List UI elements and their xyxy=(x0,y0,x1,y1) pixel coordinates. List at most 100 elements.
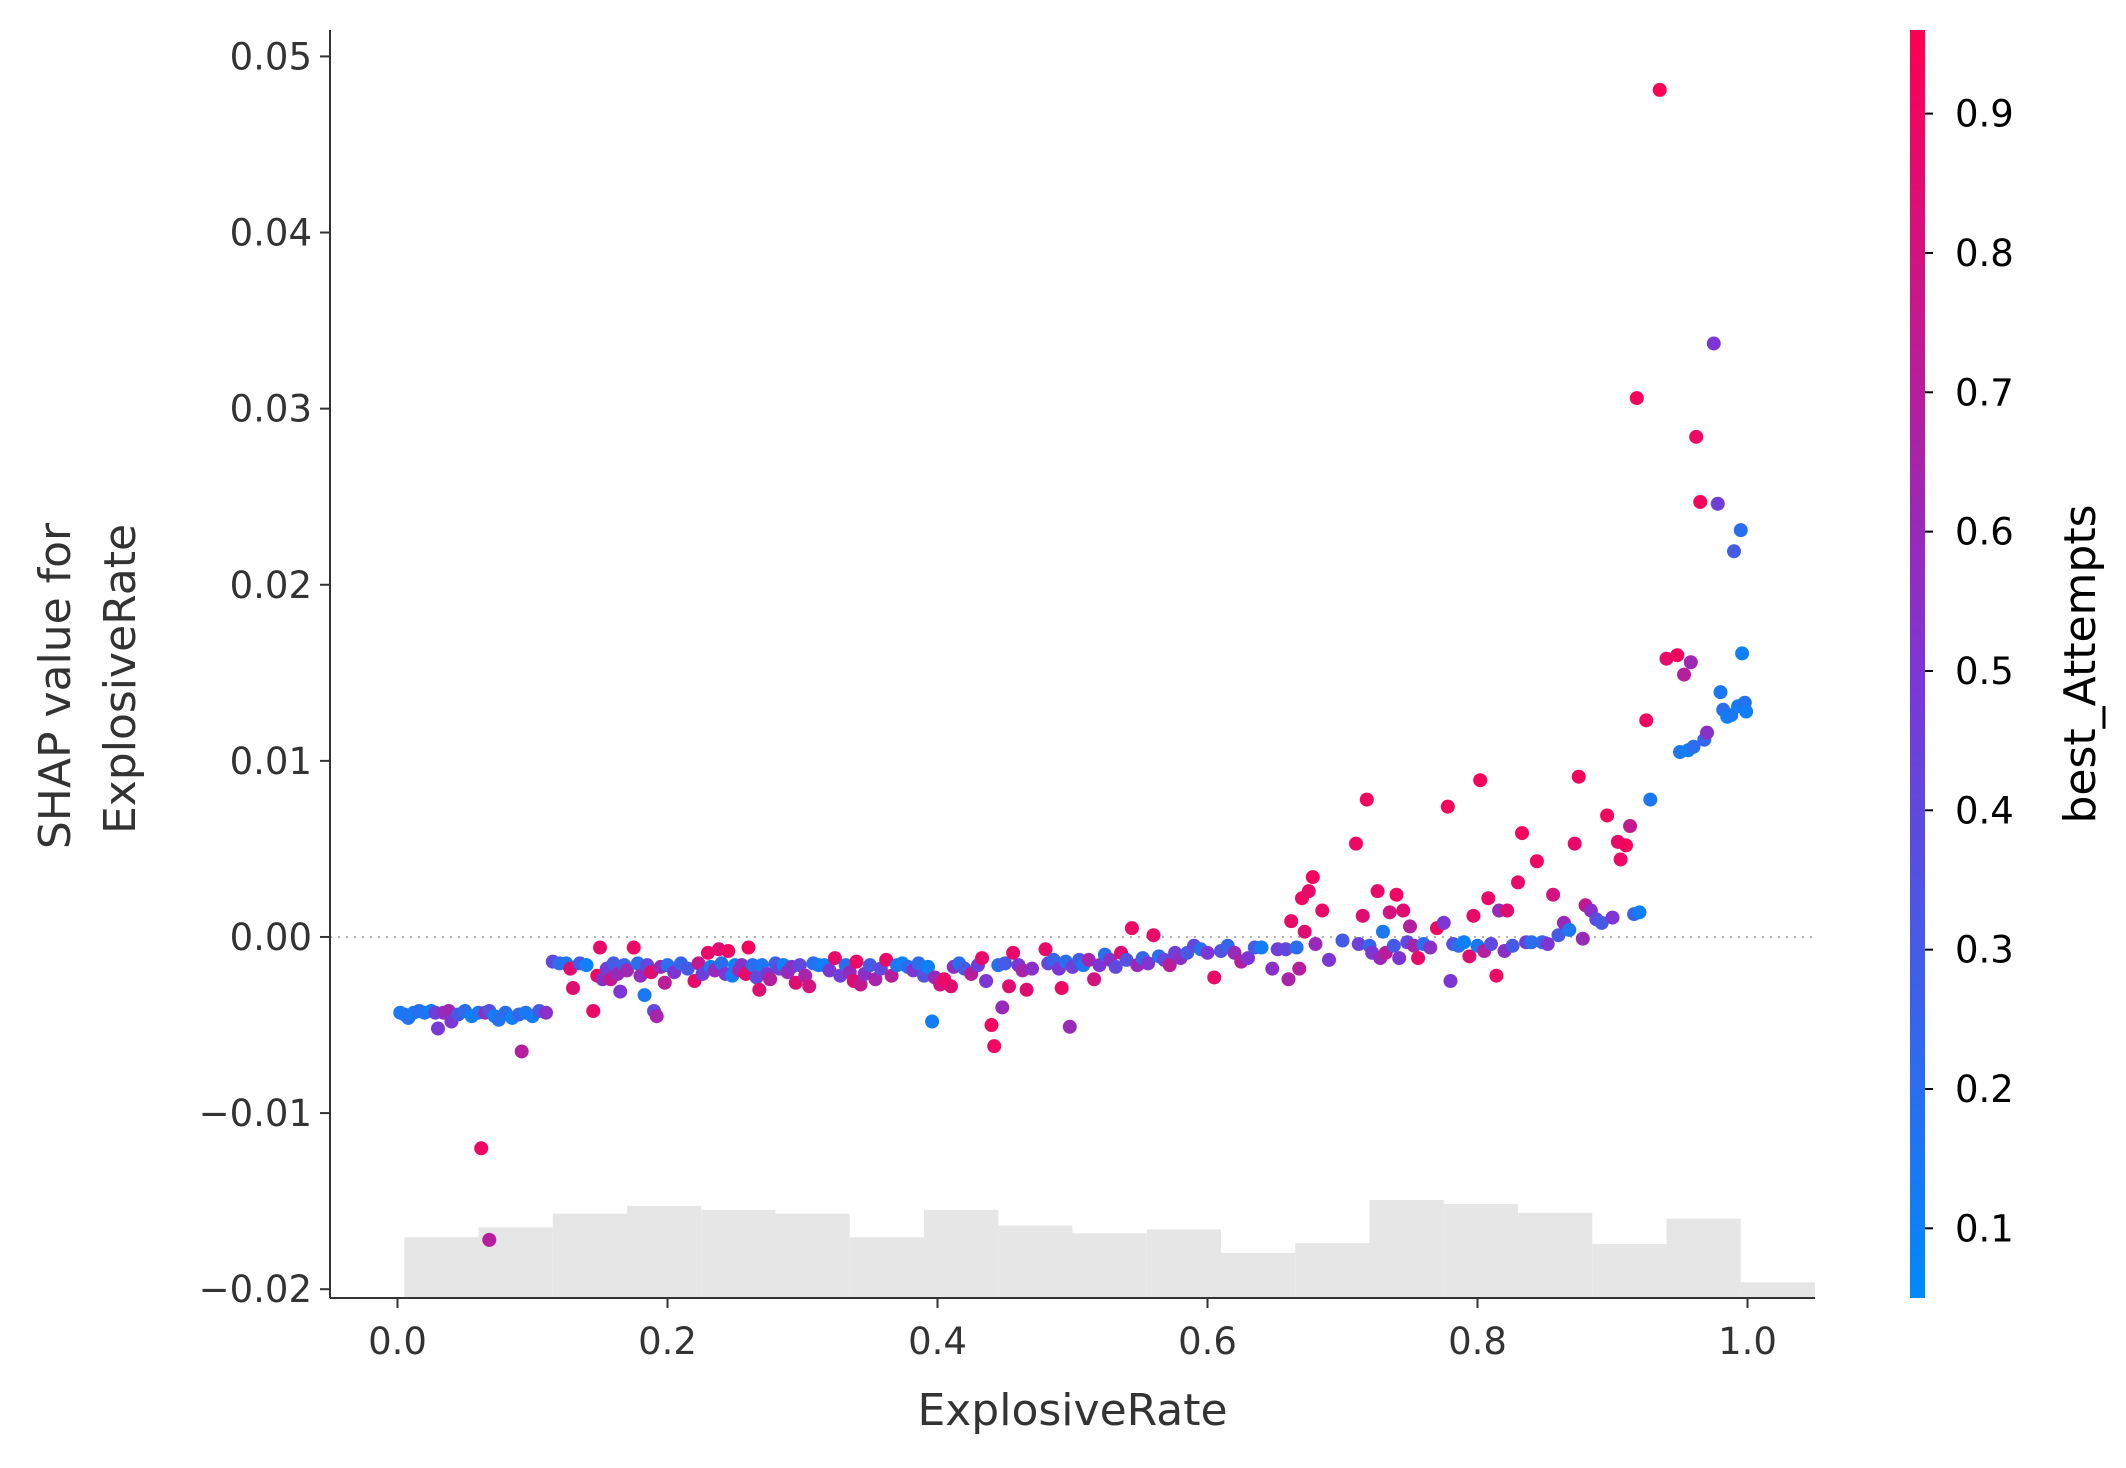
scatter-point xyxy=(1411,951,1426,966)
scatter-point xyxy=(1652,82,1667,97)
histogram-bar xyxy=(1295,1243,1370,1298)
histogram-bar xyxy=(1518,1212,1593,1298)
x-tick-label: 0.8 xyxy=(1448,1320,1507,1363)
scatter-point xyxy=(1571,769,1586,784)
histogram-bar xyxy=(1666,1218,1741,1298)
scatter-point xyxy=(1025,961,1039,976)
scatter-point xyxy=(1092,958,1107,973)
scatter-point xyxy=(1683,655,1698,670)
colorbar-tick-label: 0.3 xyxy=(1955,929,2014,972)
scatter-point xyxy=(633,968,648,983)
histogram-bar xyxy=(1369,1200,1444,1298)
scatter-point xyxy=(1241,951,1255,966)
scatter-point xyxy=(749,970,764,985)
scatter-point xyxy=(1511,875,1525,890)
scatter-point xyxy=(925,1014,940,1029)
colorbar-tick-label: 0.5 xyxy=(1955,650,2014,693)
scatter-point xyxy=(482,1232,497,1247)
scatter-point xyxy=(1515,826,1530,841)
scatter-point xyxy=(1382,905,1397,920)
y-tick-label: 0.01 xyxy=(230,740,312,783)
scatter-point xyxy=(884,968,899,983)
scatter-point xyxy=(802,979,817,994)
scatter-point xyxy=(752,982,767,997)
scatter-point xyxy=(1462,949,1477,964)
scatter-point xyxy=(995,1000,1010,1015)
scatter-point xyxy=(1087,972,1102,987)
scatter-point xyxy=(1359,792,1374,807)
scatter-point xyxy=(1619,838,1633,853)
scatter-point xyxy=(1727,544,1741,559)
scatter-point xyxy=(1389,887,1404,902)
scatter-point xyxy=(1386,938,1401,953)
scatter-point xyxy=(1733,523,1748,538)
scatter-point xyxy=(1162,958,1177,973)
scatter-point xyxy=(721,944,736,959)
scatter-point xyxy=(1551,928,1566,943)
colorbar-tick-label: 0.8 xyxy=(1955,232,2014,275)
scatter-point xyxy=(1281,972,1296,987)
scatter-point xyxy=(1700,725,1714,740)
scatter-point xyxy=(1289,940,1304,955)
scatter-point xyxy=(1141,956,1156,971)
histogram-bar xyxy=(552,1213,627,1298)
scatter-point xyxy=(879,952,894,967)
scatter-point xyxy=(1124,921,1139,936)
scatter-point xyxy=(1335,933,1350,948)
scatter-point xyxy=(979,974,994,988)
scatter-point xyxy=(1062,1019,1077,1034)
scatter-point xyxy=(566,981,580,996)
scatter-point xyxy=(539,1005,553,1020)
scatter-point xyxy=(1119,952,1134,967)
axis-ticks: 0.0 0.2 0.4 0.6 0.8 1.0 −0.02 −0.01 0.00 0.01 0.02… xyxy=(199,35,1777,1363)
y-tick-label: 0.00 xyxy=(230,916,312,959)
scatter-point xyxy=(1457,935,1471,950)
colorbar-tick-label: 0.2 xyxy=(1955,1068,2014,1111)
scatter-point xyxy=(431,1021,445,1036)
scatter-point xyxy=(613,984,628,999)
histogram-bar xyxy=(1443,1203,1518,1298)
scatter-point xyxy=(1207,970,1222,985)
scatter-point xyxy=(1265,961,1280,976)
scatter-point xyxy=(1670,648,1685,663)
scatter-point xyxy=(1562,922,1577,937)
scatter-point xyxy=(849,954,864,969)
scatter-point xyxy=(975,951,990,966)
scatter-point xyxy=(1629,391,1644,406)
x-tick-label: 1.0 xyxy=(1718,1320,1777,1363)
colorbar-label: best_Attempts xyxy=(2055,504,2106,823)
scatter-point xyxy=(792,958,807,973)
scatter-point xyxy=(1038,942,1053,957)
scatter-point xyxy=(1605,910,1620,925)
scatter-point xyxy=(868,972,883,987)
scatter-point xyxy=(1713,685,1728,700)
scatter-point xyxy=(701,945,715,960)
scatter-point xyxy=(1392,951,1407,966)
scatter-point xyxy=(998,956,1012,971)
scatter-point xyxy=(1500,903,1515,918)
x-axis-label: ExplosiveRate xyxy=(917,1385,1227,1436)
scatter-point xyxy=(1254,940,1269,955)
colorbar-tick-label: 0.1 xyxy=(1955,1207,2014,1250)
scatter-point xyxy=(579,958,594,973)
scatter-point xyxy=(1108,959,1123,974)
scatter-point xyxy=(1659,651,1674,666)
scatter-point xyxy=(741,940,756,955)
scatter-point xyxy=(1308,937,1323,952)
x-tick-label: 0.2 xyxy=(638,1320,697,1363)
x-tick-label: 0.6 xyxy=(1178,1320,1237,1363)
scatter-point xyxy=(586,1003,601,1018)
scatter-point xyxy=(637,988,652,1003)
scatter-point xyxy=(863,958,877,973)
scatter-point xyxy=(1567,836,1582,851)
y-tick-label: −0.02 xyxy=(199,1268,312,1311)
scatter-point xyxy=(1677,667,1692,682)
scatter-point xyxy=(1546,887,1561,902)
x-tick-label: 0.4 xyxy=(908,1320,967,1363)
scatter-point xyxy=(1440,799,1455,814)
scatter-point xyxy=(822,963,837,978)
colorbar-tick-label: 0.4 xyxy=(1955,789,2014,832)
scatter-point xyxy=(620,963,634,978)
scatter-point xyxy=(514,1044,529,1059)
scatter-point xyxy=(944,979,958,994)
